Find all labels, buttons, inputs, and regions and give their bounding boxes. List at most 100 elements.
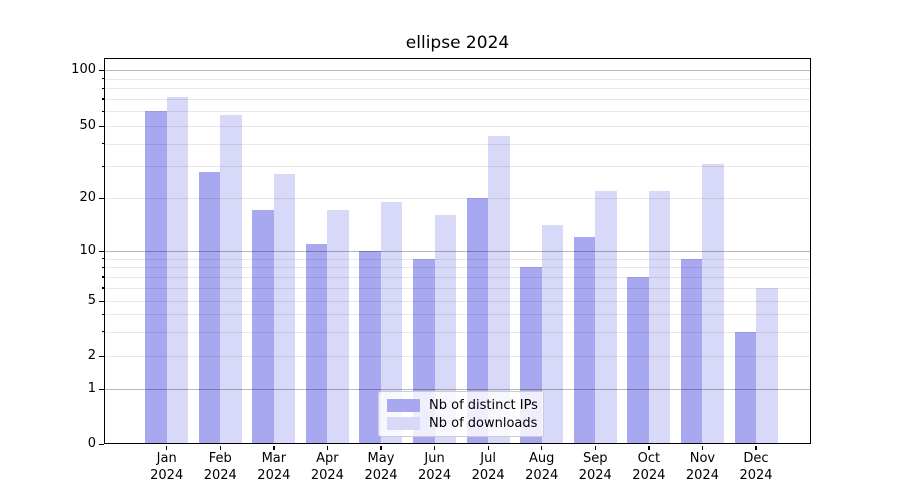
y-tick-1: [99, 388, 104, 390]
y-tick-label-1: 1: [87, 381, 96, 396]
x-label-month: Mar: [261, 451, 287, 466]
x-label-year: 2024: [632, 468, 666, 483]
bar-downloads-sep: [595, 190, 617, 444]
bar-distinct-ips-dec: [734, 331, 756, 444]
x-tick-may: [380, 445, 382, 450]
x-tick-oct: [648, 445, 650, 450]
x-tick-jul: [487, 445, 489, 450]
gridline-major-10: [105, 251, 810, 252]
x-label-year: 2024: [364, 468, 398, 483]
gridline-minor-4: [105, 314, 810, 316]
x-label-month: Jul: [480, 451, 496, 466]
bar-distinct-ips-nov: [680, 258, 703, 444]
bar-downloads-feb: [220, 115, 242, 444]
x-tick-label-nov: Nov 2024: [672, 450, 732, 484]
y-minor-tick-80: [101, 87, 104, 89]
legend-swatch-downloads: [387, 416, 420, 430]
gridline-minor-20: [105, 198, 810, 199]
gridline-minor-6: [105, 287, 810, 289]
x-tick-label-sep: Sep 2024: [565, 450, 625, 484]
x-tick-label-jul: Jul 2024: [458, 450, 518, 484]
x-label-year: 2024: [150, 468, 184, 483]
y-tick-label-2: 2: [87, 348, 96, 363]
gridline-major-100: [105, 70, 810, 71]
x-label-year: 2024: [525, 468, 559, 483]
x-label-month: Apr: [316, 451, 339, 466]
y-minor-tick-6: [101, 287, 104, 289]
bar-distinct-ips-feb: [198, 171, 221, 444]
x-tick-label-feb: Feb 2024: [190, 450, 250, 484]
bar-distinct-ips-jan: [145, 111, 167, 444]
x-label-year: 2024: [471, 468, 505, 483]
x-tick-mar: [273, 445, 275, 450]
x-tick-label-oct: Oct 2024: [619, 450, 679, 484]
x-label-month: Sep: [583, 451, 608, 466]
y-tick-label-10: 10: [79, 243, 96, 258]
gridline-minor-30: [105, 166, 810, 168]
y-minor-tick-7: [101, 276, 104, 278]
gridline-minor-50: [105, 126, 810, 127]
x-tick-jun: [433, 445, 436, 450]
x-label-month: May: [367, 451, 395, 466]
x-tick-nov: [701, 445, 704, 450]
x-label-month: Feb: [208, 451, 232, 466]
bar-downloads-may: [380, 201, 403, 444]
x-tick-jan: [166, 445, 168, 450]
bar-downloads-aug: [541, 225, 564, 444]
x-tick-apr: [326, 445, 329, 450]
gridline-minor-40: [105, 143, 810, 145]
bar-downloads-jul: [488, 136, 510, 444]
y-tick-100: [99, 69, 104, 71]
gridline-minor-9: [105, 258, 810, 260]
x-tick-feb: [219, 445, 221, 450]
y-tick-label-50: 50: [79, 118, 96, 133]
x-label-month: Jan: [156, 451, 177, 466]
x-tick-label-apr: Apr 2024: [297, 450, 357, 484]
y-minor-tick-9: [101, 258, 104, 260]
x-tick-label-mar: Mar 2024: [244, 450, 304, 484]
y-minor-tick-60: [101, 110, 104, 113]
gridline-minor-70: [105, 98, 810, 100]
y-tick-20: [99, 197, 104, 199]
bar-distinct-ips-mar: [252, 210, 274, 444]
legend: Nb of distinct IPs Nb of downloads: [378, 391, 544, 437]
y-tick-label-100: 100: [71, 62, 96, 77]
y-tick-5: [99, 300, 104, 302]
gridline-major-1: [105, 389, 810, 390]
y-minor-tick-3: [101, 331, 104, 333]
bar-downloads-jun: [434, 215, 457, 444]
bar-downloads-oct: [648, 190, 671, 444]
y-tick-label-20: 20: [79, 190, 96, 205]
x-label-month: Dec: [743, 451, 769, 466]
x-label-year: 2024: [418, 468, 452, 483]
x-tick-label-dec: Dec 2024: [726, 450, 786, 484]
gridline-minor-5: [105, 301, 810, 302]
x-label-year: 2024: [685, 468, 719, 483]
x-label-month: Jun: [424, 451, 445, 466]
x-tick-dec: [755, 445, 757, 450]
x-label-year: 2024: [739, 468, 773, 483]
bar-distinct-ips-jul: [466, 198, 489, 444]
x-label-month: Nov: [689, 451, 716, 466]
gridline-minor-90: [105, 78, 810, 80]
x-tick-label-jan: Jan 2024: [137, 450, 197, 484]
gridline-minor-2: [105, 356, 810, 357]
legend-item-distinct-ips: Nb of distinct IPs: [387, 398, 543, 413]
y-tick-2: [99, 355, 104, 357]
legend-label-distinct-ips: Nb of distinct IPs: [429, 397, 538, 413]
x-label-year: 2024: [578, 468, 612, 483]
x-tick-aug: [541, 445, 543, 450]
x-tick-label-jun: Jun 2024: [405, 450, 465, 484]
y-minor-tick-8: [101, 266, 104, 268]
x-label-month: Aug: [529, 451, 555, 466]
x-tick-label-aug: Aug 2024: [512, 450, 572, 484]
y-minor-tick-90: [101, 78, 104, 80]
y-minor-tick-70: [101, 98, 104, 100]
gridline-minor-3: [105, 331, 810, 333]
legend-label-downloads: Nb of downloads: [429, 415, 538, 431]
y-tick-0: [99, 443, 104, 445]
x-label-year: 2024: [257, 468, 291, 483]
bar-distinct-ips-may: [359, 251, 381, 444]
x-label-year: 2024: [310, 468, 344, 483]
